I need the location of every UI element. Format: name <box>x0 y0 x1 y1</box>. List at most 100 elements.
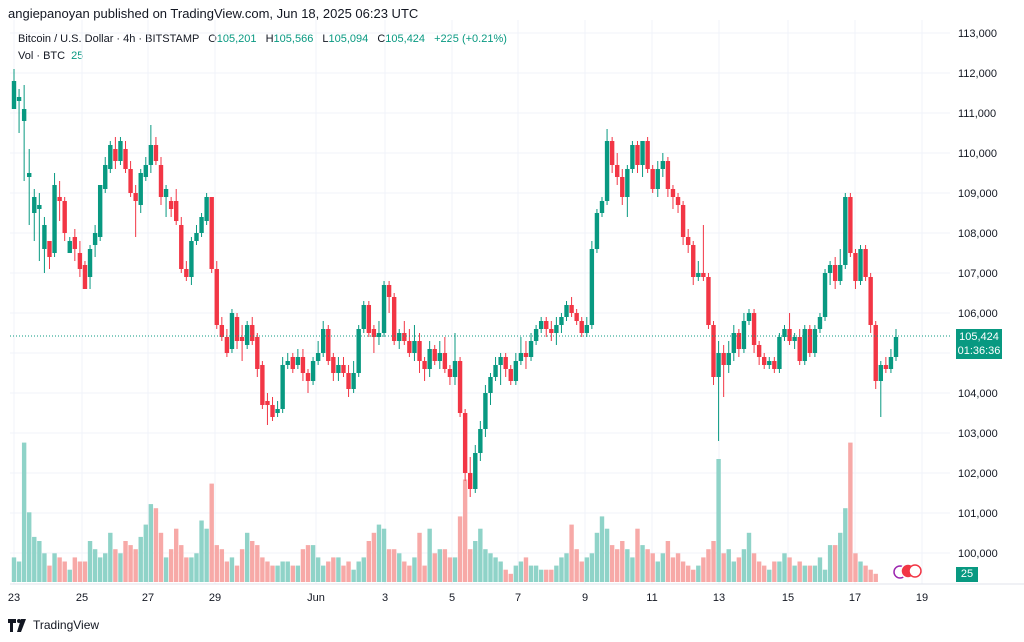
volume-bar <box>285 561 290 582</box>
candle-body <box>609 141 615 165</box>
volume-bar <box>513 565 519 582</box>
volume-bar <box>533 565 539 582</box>
volume-bar <box>503 569 508 582</box>
candle-body <box>838 265 843 281</box>
volume-bar <box>777 561 782 582</box>
volume-bar <box>868 569 873 582</box>
volume-bar <box>229 557 235 582</box>
candle-body <box>822 273 828 317</box>
candle-body <box>321 329 326 353</box>
candle-body <box>386 285 392 297</box>
candle-body <box>361 305 366 329</box>
volume-bar <box>123 541 128 582</box>
volume-bar <box>386 549 392 582</box>
close-label: C <box>377 33 386 45</box>
candle-body <box>888 357 894 369</box>
volume-bar <box>437 549 442 582</box>
volume-bar <box>863 565 868 582</box>
candle-body <box>229 313 235 349</box>
candle-body <box>148 145 154 165</box>
footer-brand[interactable]: TradingView <box>8 618 99 632</box>
volume-bar <box>807 565 813 582</box>
candle-body <box>863 249 868 277</box>
candle-body <box>701 273 706 277</box>
x-tick-label: 13 <box>713 592 725 604</box>
volume-bar <box>412 557 417 582</box>
candle-body <box>87 249 93 277</box>
volume-bar <box>635 528 640 582</box>
low-value: 105,094 <box>328 33 369 45</box>
volume-bar <box>706 549 711 582</box>
volume-bar <box>701 557 706 582</box>
candle-body <box>163 189 169 197</box>
y-tick-label: 108,000 <box>958 228 998 240</box>
candle-body <box>260 365 265 405</box>
volume-bar <box>559 557 564 582</box>
open-value: 105,201 <box>216 33 257 45</box>
volume-bar <box>397 553 402 582</box>
candle-body <box>817 317 823 329</box>
candle-body <box>295 357 301 365</box>
volume-bar <box>817 557 823 582</box>
candle-body <box>305 373 311 381</box>
volume-bar <box>27 512 32 582</box>
volume-bar <box>675 553 681 582</box>
candle-body <box>493 365 498 377</box>
y-tick-label: 110,000 <box>958 148 997 160</box>
candle-body <box>878 365 883 381</box>
candle-body <box>310 361 316 381</box>
open-label: O <box>208 33 217 45</box>
candle-body <box>224 337 230 353</box>
candle-body <box>559 317 564 325</box>
candle-body <box>625 169 630 197</box>
candle-body <box>706 277 711 325</box>
volume-bar <box>594 532 600 582</box>
volume-bar <box>356 561 361 582</box>
candle-body <box>579 321 584 333</box>
x-tick-label: 23 <box>8 592 20 604</box>
volume-bar <box>234 565 240 582</box>
candle-body <box>635 145 640 165</box>
candle-body <box>275 409 280 413</box>
candle-body <box>92 233 98 245</box>
y-tick-label: 100,000 <box>958 548 998 560</box>
low-label: L <box>322 33 329 45</box>
candle-body <box>630 145 635 169</box>
candle-body <box>462 413 468 473</box>
volume-bar <box>138 536 143 582</box>
candle-body <box>746 313 752 321</box>
candle-body <box>893 337 899 357</box>
volume-bar <box>625 549 630 582</box>
volume-bar <box>827 545 833 582</box>
candle-body <box>508 369 513 381</box>
volume-bar <box>204 528 209 582</box>
volume-bar <box>92 549 98 582</box>
candle-body <box>549 329 554 333</box>
candle-body <box>209 197 214 269</box>
candle-body <box>615 165 620 177</box>
candle-body <box>250 325 255 341</box>
volume-bar <box>87 541 93 582</box>
candle-body <box>670 189 676 197</box>
symbol-title[interactable]: Bitcoin / U.S. Dollar · 4h · BITSTAMP <box>18 33 200 45</box>
volume-bar <box>143 524 148 582</box>
volume-bar <box>812 565 818 582</box>
candle-body <box>62 201 67 233</box>
volume-bar <box>822 569 828 582</box>
volume-bar <box>265 561 270 582</box>
candle-body <box>199 217 204 233</box>
volume-bar <box>782 553 787 582</box>
candle-body <box>432 349 437 361</box>
volume-bar <box>843 508 848 582</box>
candle-body <box>234 317 240 341</box>
volume-label[interactable]: Vol · BTC <box>18 50 66 62</box>
candle-body <box>716 353 721 377</box>
candle-body <box>797 337 802 361</box>
candle-body <box>52 185 57 253</box>
volume-bar <box>680 561 686 582</box>
candle-body <box>397 333 402 341</box>
volume-bar <box>305 545 311 582</box>
volume-bar <box>650 553 655 582</box>
candle-body <box>407 341 412 353</box>
